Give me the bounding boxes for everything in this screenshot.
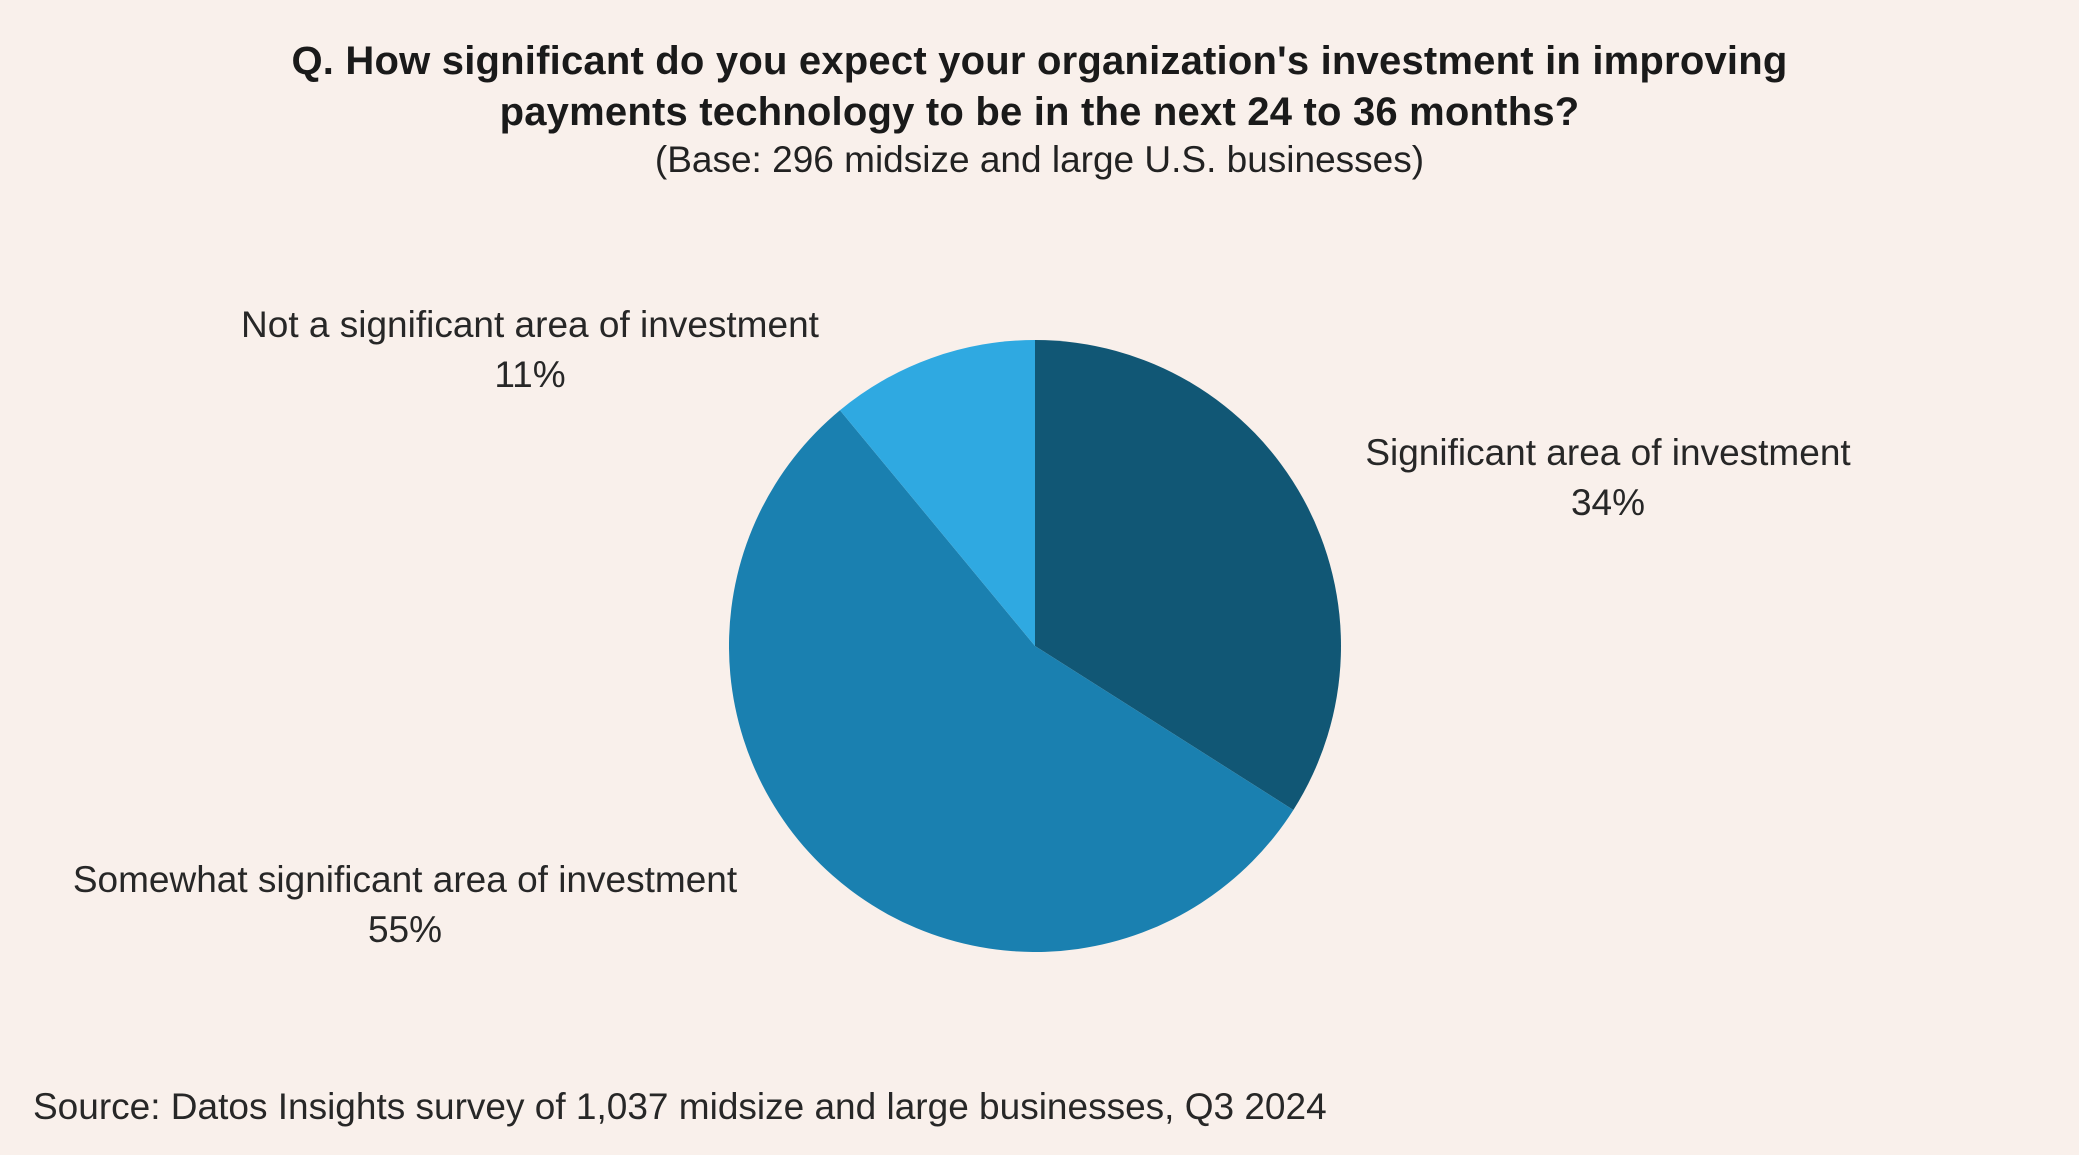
pie-chart bbox=[729, 340, 1341, 952]
callout-significant: Significant area of investment 34% bbox=[1258, 428, 1958, 528]
pie-slice-2 bbox=[839, 340, 1035, 646]
callout-not-significant: Not a significant area of investment 11% bbox=[180, 300, 880, 400]
slice-value-significant: 34% bbox=[1570, 481, 1646, 523]
slice-value-not-significant: 11% bbox=[494, 353, 566, 395]
slice-value-somewhat-significant: 55% bbox=[367, 908, 443, 950]
slice-label-not-significant: Not a significant area of investment bbox=[241, 304, 819, 345]
chart-title: Q. How significant do you expect your or… bbox=[291, 39, 1788, 134]
callout-somewhat-significant: Somewhat significant area of investment … bbox=[30, 855, 780, 955]
chart-subtitle: (Base: 296 midsize and large U.S. busine… bbox=[654, 139, 1425, 180]
slice-label-significant: Significant area of investment bbox=[1365, 432, 1851, 473]
source-note: Source: Datos Insights survey of 1,037 m… bbox=[33, 1086, 1327, 1127]
slice-label-somewhat-significant: Somewhat significant area of investment bbox=[72, 859, 738, 900]
pie-slice-0 bbox=[1035, 340, 1341, 810]
pie-slice-1 bbox=[729, 410, 1294, 952]
